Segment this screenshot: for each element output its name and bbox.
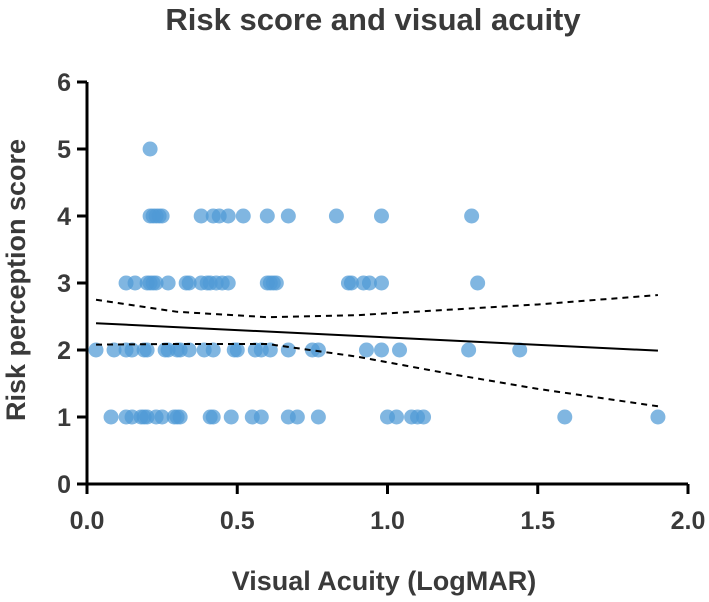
x-tick-label: 0.5 (220, 507, 255, 535)
data-point (650, 409, 666, 425)
data-point (416, 409, 432, 425)
y-tick-label: 2 (57, 337, 71, 365)
y-tick-label: 5 (57, 136, 71, 164)
data-point (160, 275, 176, 291)
data-point (124, 342, 140, 358)
data-point (127, 275, 143, 291)
y-axis-label: Risk perception score (1, 139, 31, 421)
x-tick-label: 1.0 (370, 507, 405, 535)
data-point (358, 342, 374, 358)
data-point (280, 208, 296, 224)
y-tick-label: 3 (57, 270, 71, 298)
data-point (373, 208, 389, 224)
data-point (557, 409, 573, 425)
plot-area (88, 141, 666, 425)
data-point (88, 342, 104, 358)
data-point (389, 409, 405, 425)
y-tick-label: 1 (57, 404, 71, 432)
data-point (223, 409, 239, 425)
data-point (461, 342, 477, 358)
x-tick-label: 0.0 (70, 507, 105, 535)
data-point (310, 342, 326, 358)
data-point (392, 342, 408, 358)
data-point (361, 275, 377, 291)
y-tick-label: 0 (57, 471, 71, 499)
confidence-band-line (95, 294, 659, 319)
data-point (464, 208, 480, 224)
regression-line (95, 322, 658, 352)
data-point (280, 342, 296, 358)
x-tick-label: 1.5 (520, 507, 555, 535)
data-point (142, 141, 158, 157)
data-point (139, 342, 155, 358)
data-point (253, 409, 269, 425)
y-tick-label: 4 (57, 203, 71, 231)
data-point (205, 409, 221, 425)
data-point (259, 208, 275, 224)
data-point (181, 275, 197, 291)
data-point (373, 342, 389, 358)
data-point (103, 409, 119, 425)
x-axis-label: Visual Acuity (LogMAR) (232, 566, 537, 596)
data-point (154, 208, 170, 224)
data-point (235, 208, 251, 224)
data-point (470, 275, 486, 291)
data-point (268, 275, 284, 291)
data-point (181, 342, 197, 358)
data-point (289, 409, 305, 425)
data-point (106, 342, 122, 358)
data-point (512, 342, 528, 358)
y-tick-label: 6 (57, 69, 71, 97)
data-point (262, 342, 278, 358)
data-point (193, 208, 209, 224)
data-point (220, 275, 236, 291)
data-point (148, 275, 164, 291)
axes: 0 1 2 3 4 5 6 0.0 0.5 1.0 1.5 2.0 (57, 69, 705, 535)
data-point (220, 208, 236, 224)
data-point (229, 342, 245, 358)
data-point (172, 409, 188, 425)
data-point (205, 342, 221, 358)
x-tick-label: 2.0 (671, 507, 706, 535)
data-point (154, 409, 170, 425)
chart-title: Risk score and visual acuity (165, 2, 581, 37)
data-point (373, 275, 389, 291)
data-point (343, 275, 359, 291)
confidence-band-line (96, 342, 659, 408)
data-point (310, 409, 326, 425)
data-point (328, 208, 344, 224)
